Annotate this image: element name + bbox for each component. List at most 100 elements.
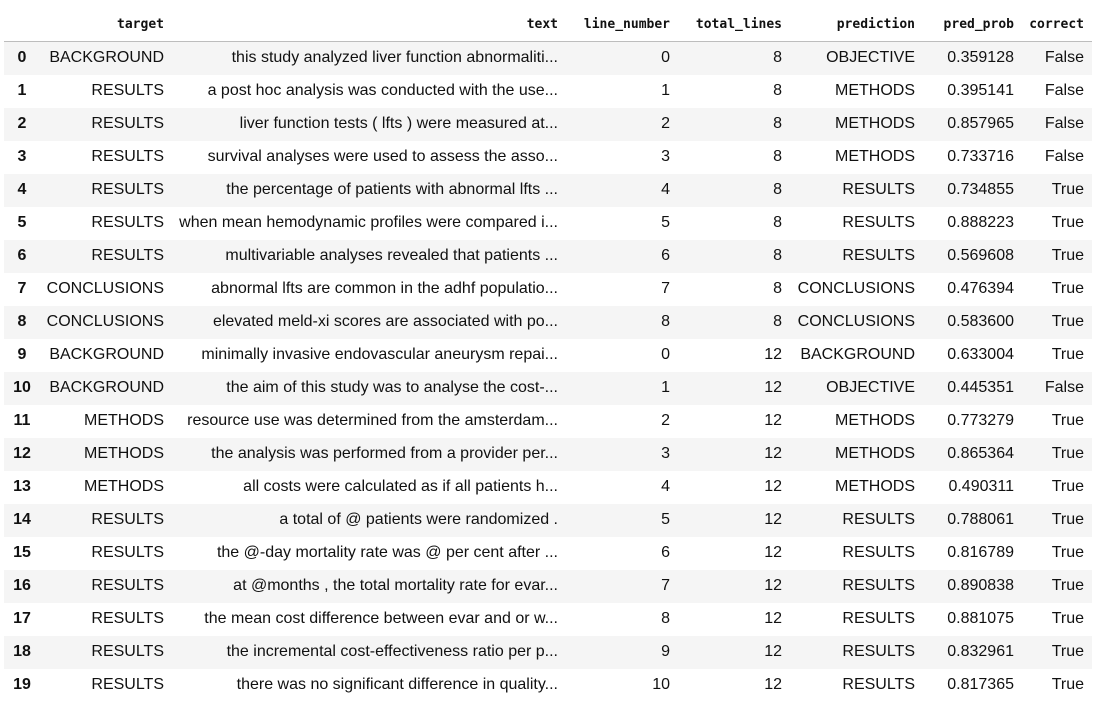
cell-pred-prob: 0.817365 bbox=[947, 676, 1014, 693]
row-index: 10 bbox=[13, 379, 31, 396]
cell-line-number: 2 bbox=[661, 115, 670, 132]
table-row: 3 RESULTS survival analyses were used to a… bbox=[4, 141, 1092, 174]
cell-pred-prob: 0.788061 bbox=[947, 511, 1014, 528]
cell-prediction: CONCLUSIONS bbox=[797, 280, 915, 297]
cell-prediction: RESULTS bbox=[842, 610, 915, 627]
cell-pred-prob: 0.490311 bbox=[948, 478, 1014, 495]
cell-total-lines: 12 bbox=[764, 511, 782, 528]
cell-total-lines: 8 bbox=[773, 280, 782, 297]
cell-text: the aim of this study was to analyse the… bbox=[226, 379, 558, 396]
cell-target: RESULTS bbox=[91, 676, 164, 693]
cell-correct: False bbox=[1044, 379, 1084, 396]
cell-total-lines: 8 bbox=[773, 115, 782, 132]
cell-target: RESULTS bbox=[91, 247, 164, 264]
cell-pred-prob: 0.816789 bbox=[947, 544, 1014, 561]
cell-line-number: 1 bbox=[661, 379, 670, 396]
row-index: 8 bbox=[17, 313, 27, 330]
cell-total-lines: 12 bbox=[764, 379, 782, 396]
cell-text: elevated meld-xi scores are associated w… bbox=[212, 313, 558, 330]
cell-pred-prob: 0.569608 bbox=[947, 247, 1014, 264]
cell-correct: True bbox=[1051, 313, 1084, 330]
cell-text: liver function tests ( lfts ) were measu… bbox=[239, 115, 558, 132]
cell-correct: True bbox=[1051, 280, 1084, 297]
cell-text: a post hoc analysis was conducted with t… bbox=[207, 82, 558, 99]
column-header-prediction: prediction bbox=[790, 8, 923, 42]
cell-target: BACKGROUND bbox=[49, 379, 164, 396]
cell-text: multivariable analyses revealed that pat… bbox=[225, 247, 558, 264]
cell-prediction: RESULTS bbox=[842, 181, 915, 198]
cell-target: RESULTS bbox=[91, 148, 164, 165]
cell-target: RESULTS bbox=[91, 643, 164, 660]
cell-prediction: OBJECTIVE bbox=[826, 49, 915, 67]
cell-line-number: 9 bbox=[661, 643, 670, 660]
row-index: 0 bbox=[17, 49, 27, 67]
cell-text: at @months , the total mortality rate fo… bbox=[233, 577, 558, 594]
table-row: 6 RESULTS multivariable analyses revealed … bbox=[4, 239, 1092, 273]
cell-target: CONCLUSIONS bbox=[46, 280, 164, 297]
table-row: 16 RESULTS at @months , the total mortalit… bbox=[4, 569, 1092, 603]
cell-pred-prob: 0.773279 bbox=[947, 412, 1014, 429]
table-row: 10 BACKGROUND the aim of this study was to… bbox=[4, 371, 1092, 405]
cell-target: BACKGROUND bbox=[49, 346, 164, 363]
cell-target: RESULTS bbox=[91, 544, 164, 561]
cell-line-number: 7 bbox=[661, 280, 670, 297]
cell-correct: False bbox=[1044, 82, 1084, 99]
cell-correct: False bbox=[1044, 115, 1084, 132]
row-index: 6 bbox=[17, 247, 27, 264]
cell-prediction: RESULTS bbox=[842, 544, 915, 561]
cell-target: METHODS bbox=[84, 478, 164, 495]
cell-correct: True bbox=[1051, 181, 1084, 198]
row-index: 9 bbox=[17, 346, 27, 363]
cell-text: a total of @ patients were randomized . bbox=[279, 511, 558, 528]
cell-total-lines: 12 bbox=[764, 346, 782, 363]
cell-line-number: 5 bbox=[661, 511, 670, 528]
cell-prediction: METHODS bbox=[835, 478, 915, 495]
cell-total-lines: 12 bbox=[764, 676, 782, 693]
cell-prediction: RESULTS bbox=[842, 247, 915, 264]
cell-target: RESULTS bbox=[91, 181, 164, 198]
table-header: target text line_number total_lines pred… bbox=[4, 8, 1092, 42]
cell-total-lines: 12 bbox=[764, 445, 782, 462]
cell-pred-prob: 0.445351 bbox=[947, 379, 1014, 396]
cell-pred-prob: 0.881075 bbox=[947, 610, 1014, 627]
cell-pred-prob: 0.395141 bbox=[947, 82, 1014, 99]
cell-line-number: 6 bbox=[661, 247, 670, 264]
cell-line-number: 0 bbox=[661, 346, 670, 363]
table-row: 15 RESULTS the @-day mortality rate was @ … bbox=[4, 537, 1092, 570]
row-index: 5 bbox=[17, 214, 27, 231]
cell-total-lines: 12 bbox=[764, 610, 782, 627]
table-row: 0 BACKGROUND this study analyzed liver fun… bbox=[4, 41, 1092, 75]
cell-text: the incremental cost-effectiveness ratio… bbox=[226, 643, 558, 660]
cell-prediction: CONCLUSIONS bbox=[797, 313, 915, 330]
row-index: 16 bbox=[13, 577, 31, 594]
cell-text: when mean hemodynamic profiles were comp… bbox=[179, 214, 558, 231]
cell-target: RESULTS bbox=[91, 115, 164, 132]
cell-correct: True bbox=[1051, 346, 1084, 363]
cell-correct: True bbox=[1051, 643, 1084, 660]
cell-target: RESULTS bbox=[91, 577, 164, 594]
cell-target: BACKGROUND bbox=[49, 49, 164, 67]
cell-line-number: 3 bbox=[661, 148, 670, 165]
table-row: 18 RESULTS the incremental cost-effectiven… bbox=[4, 635, 1092, 669]
cell-line-number: 6 bbox=[661, 544, 670, 561]
index-header bbox=[4, 8, 40, 42]
cell-text: there was no significant difference in q… bbox=[236, 676, 558, 693]
cell-prediction: RESULTS bbox=[842, 577, 915, 594]
header-row: target text line_number total_lines pred… bbox=[4, 8, 1092, 42]
row-index: 11 bbox=[13, 412, 31, 429]
cell-correct: True bbox=[1051, 412, 1084, 429]
cell-pred-prob: 0.888223 bbox=[947, 214, 1014, 231]
cell-line-number: 10 bbox=[652, 676, 670, 693]
cell-line-number: 8 bbox=[661, 313, 670, 330]
cell-text: the mean cost difference between evar an… bbox=[204, 610, 558, 627]
cell-pred-prob: 0.734855 bbox=[947, 181, 1014, 198]
column-header-total-lines: total_lines bbox=[678, 8, 790, 42]
cell-line-number: 7 bbox=[661, 577, 670, 594]
cell-text: this study analyzed liver function abnor… bbox=[231, 49, 558, 67]
cell-prediction: METHODS bbox=[835, 148, 915, 165]
cell-line-number: 1 bbox=[661, 82, 670, 99]
table-row: 1 RESULTS a post hoc analysis was conducte… bbox=[4, 75, 1092, 108]
cell-total-lines: 8 bbox=[773, 49, 782, 67]
cell-line-number: 5 bbox=[661, 214, 670, 231]
cell-pred-prob: 0.359128 bbox=[947, 49, 1014, 67]
